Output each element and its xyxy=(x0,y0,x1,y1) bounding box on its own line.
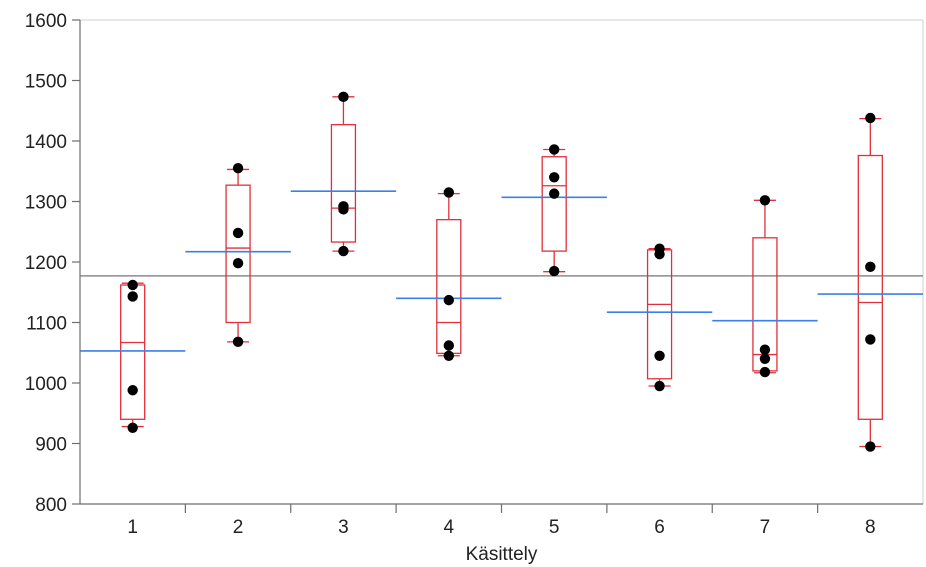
data-point xyxy=(127,422,138,433)
box-body xyxy=(436,218,462,355)
data-point xyxy=(865,112,876,124)
data-point xyxy=(759,195,771,206)
y-axis: 800 900 1000 1100 1200 1300 1400 1500 1600 xyxy=(25,11,81,516)
data-point xyxy=(338,91,349,103)
y-tick-label: 900 xyxy=(35,435,67,456)
y-tick-label: 1000 xyxy=(25,374,67,395)
data-point xyxy=(443,340,455,351)
data-point xyxy=(548,144,560,155)
data-point xyxy=(654,350,665,361)
box-group-5 xyxy=(541,148,567,273)
x-tick-label: 6 xyxy=(654,517,665,538)
x-tick-label: 7 xyxy=(760,517,771,538)
data-point xyxy=(759,353,771,364)
y-tick-label: 1600 xyxy=(25,11,67,32)
box-body xyxy=(330,124,357,243)
data-point xyxy=(865,261,876,273)
box-group-6 xyxy=(646,248,673,387)
box-body xyxy=(225,184,251,324)
data-point xyxy=(232,227,244,239)
data-points-layer xyxy=(127,91,876,452)
data-point xyxy=(548,172,560,183)
data-point xyxy=(548,265,560,277)
data-point xyxy=(338,204,349,215)
data-point xyxy=(865,334,876,345)
data-point xyxy=(338,245,349,257)
group-means-layer xyxy=(80,190,923,352)
data-point xyxy=(548,188,560,199)
x-tick-label: 8 xyxy=(865,517,876,538)
box-body xyxy=(120,284,146,420)
box-group-3 xyxy=(330,96,357,252)
data-point xyxy=(232,258,244,269)
x-tick-label: 3 xyxy=(338,517,349,538)
y-tick-label: 1100 xyxy=(26,314,67,335)
box-group-4 xyxy=(436,192,462,357)
data-point xyxy=(759,366,771,378)
data-point xyxy=(232,163,244,174)
box-group-2 xyxy=(225,168,251,343)
x-axis: 1 2 3 4 5 6 7 8 xyxy=(80,503,923,538)
data-point xyxy=(127,291,138,302)
box-group-8 xyxy=(857,117,883,448)
data-point xyxy=(865,441,876,452)
x-axis-title: Käsittely xyxy=(466,544,538,565)
data-point xyxy=(654,380,665,392)
box-body xyxy=(857,154,883,420)
y-tick-label: 1300 xyxy=(25,193,67,214)
box-group-1 xyxy=(120,282,146,428)
plot-frame xyxy=(80,19,924,504)
y-tick-label: 1200 xyxy=(25,253,67,274)
x-tick-label: 4 xyxy=(444,517,455,538)
data-point xyxy=(232,336,244,348)
y-tick-label: 1500 xyxy=(25,72,67,93)
data-point xyxy=(759,344,771,355)
box-body xyxy=(541,156,567,252)
data-point xyxy=(127,385,138,396)
x-tick-label: 1 xyxy=(127,517,138,538)
y-tick-label: 800 xyxy=(35,495,67,516)
data-point xyxy=(443,350,455,361)
data-point xyxy=(127,279,138,291)
data-point xyxy=(654,248,665,260)
data-point xyxy=(443,294,455,306)
y-tick-label: 1400 xyxy=(25,132,67,153)
boxes-layer xyxy=(120,96,883,448)
x-tick-label: 2 xyxy=(233,517,244,538)
data-point xyxy=(443,187,455,198)
x-tick-label: 5 xyxy=(549,517,560,538)
